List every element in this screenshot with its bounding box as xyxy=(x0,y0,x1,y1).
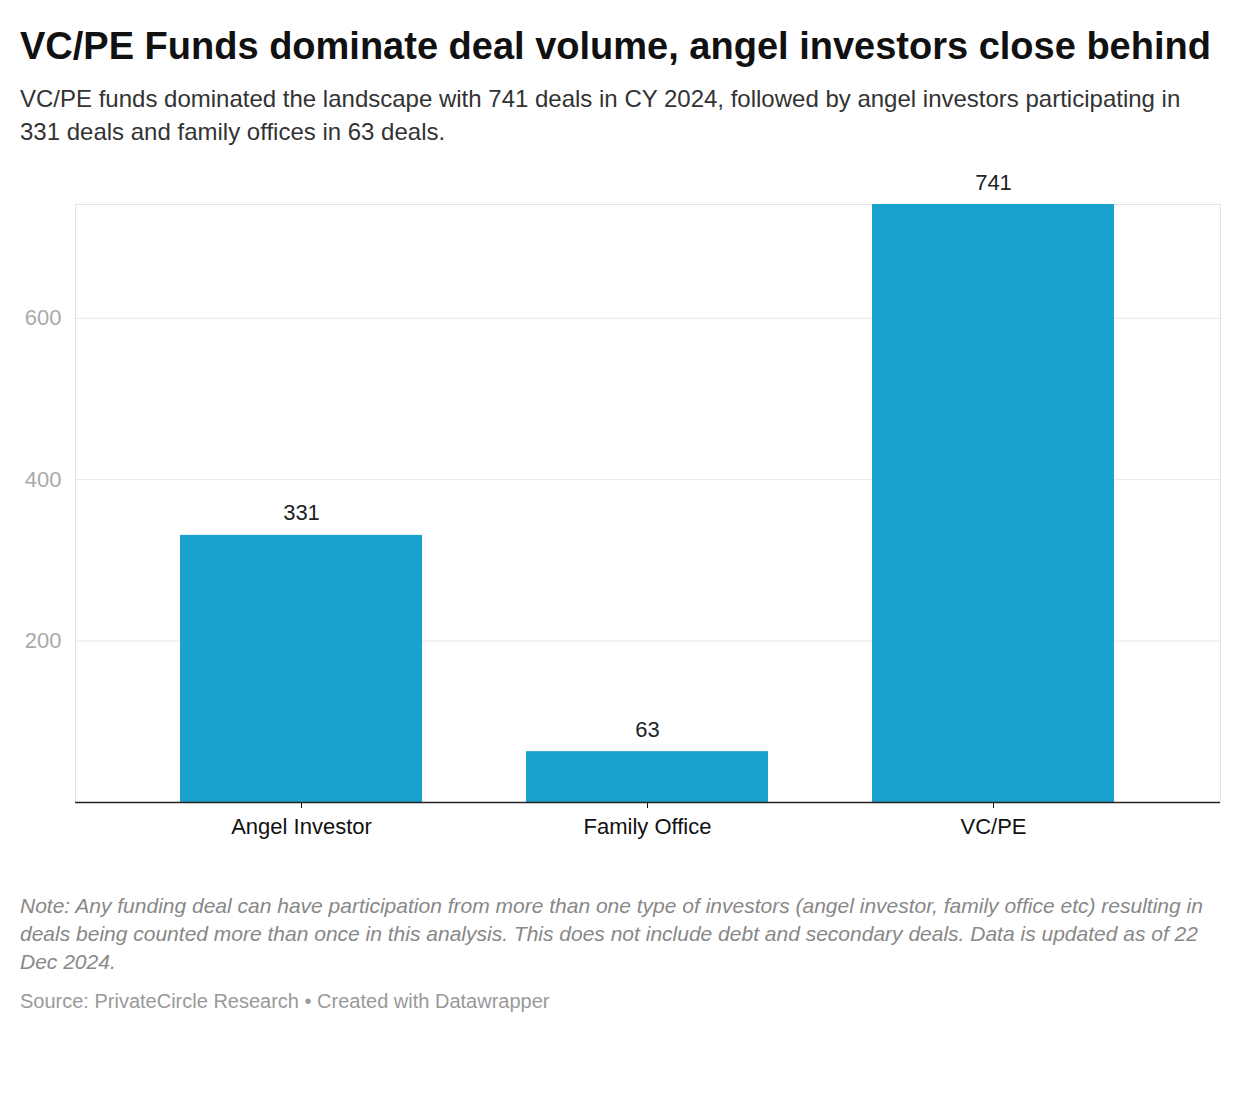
html-text:VC/PE Funds dominate deal volu: VC/PE Funds dominate deal volume, angel … xyxy=(20,25,1211,67)
svg-text:63: 63 xyxy=(635,717,659,742)
svg-text:600: 600 xyxy=(25,305,62,330)
svg-text:VC/PE: VC/PE xyxy=(960,814,1026,839)
svg-text:400: 400 xyxy=(25,467,62,492)
svg-text:Family Office: Family Office xyxy=(584,814,712,839)
svg-text:Angel Investor: Angel Investor xyxy=(231,814,372,839)
svg-text:331: 331 xyxy=(283,500,320,525)
svg-text:741: 741 xyxy=(975,170,1012,195)
svg-text:200: 200 xyxy=(25,628,62,653)
html-text:Note: Any funding deal can hav: Note: Any funding deal can have particip… xyxy=(20,894,1203,973)
html-text:VC/PE funds dominated the land: VC/PE funds dominated the landscape with… xyxy=(20,85,1181,145)
html-text:Source: PrivateCircle Research: Source: PrivateCircle Research • Created… xyxy=(20,990,550,1012)
